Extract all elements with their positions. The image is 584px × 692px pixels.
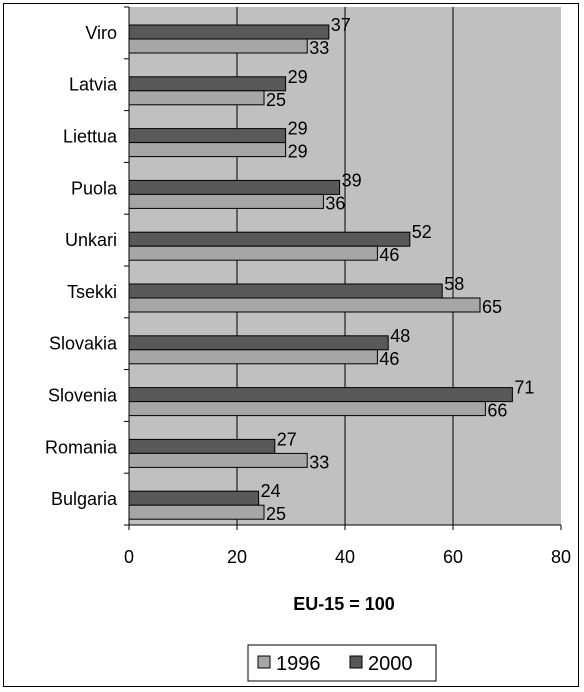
category-label-slovakia: Slovakia [49, 334, 118, 354]
data-label-1996-puola: 36 [325, 193, 345, 213]
category-label-romania: Romania [45, 437, 118, 457]
category-labels: Viro Latvia Liettua Puola Unkari Tsekki Slovak… [45, 23, 118, 509]
category-label-liettua: Liettua [63, 127, 118, 147]
legend-box [247, 644, 437, 682]
bar-1996-bulgaria [128, 504, 265, 520]
bar-2000-romania [128, 438, 276, 454]
data-label-2000-puola: 39 [342, 170, 362, 190]
data-label-2000-romania: 27 [277, 429, 297, 449]
bar-1996-liettua [128, 142, 287, 158]
bar-2000-liettua [128, 128, 287, 144]
data-label-1996-viro: 33 [309, 38, 329, 58]
category-label-bulgaria: Bulgaria [51, 489, 118, 509]
data-label-1996-latvia: 25 [266, 90, 286, 110]
bar-2000-slovakia [128, 335, 389, 351]
x-tick-label-40: 40 [335, 547, 355, 567]
bar-1996-slovakia [128, 349, 378, 365]
data-label-2000-viro: 37 [331, 15, 351, 35]
legend-swatch-1996 [257, 655, 271, 669]
category-label-puola: Puola [71, 178, 118, 198]
bar-1996-latvia [128, 90, 265, 106]
x-tick-label-80: 80 [551, 547, 571, 567]
bar-1996-slovenia [128, 401, 486, 417]
data-label-2000-bulgaria: 24 [261, 481, 281, 501]
x-axis-label: EU-15 = 100 [293, 594, 395, 614]
data-label-2000-slovakia: 48 [390, 326, 410, 346]
bar-2000-tsekki [128, 283, 443, 299]
legend-label-2000: 2000 [368, 653, 413, 675]
data-label-1996-tsekki: 65 [482, 297, 502, 317]
category-label-latvia: Latvia [69, 75, 118, 95]
bar-1996-tsekki [128, 297, 481, 313]
data-label-2000-unkari: 52 [412, 222, 432, 242]
category-label-viro: Viro [85, 23, 117, 43]
data-label-2000-latvia: 29 [288, 67, 308, 87]
category-label-tsekki: Tsekki [67, 282, 117, 302]
data-label-2000-liettua: 29 [288, 119, 308, 139]
data-label-1996-liettua: 29 [288, 142, 308, 162]
data-label-2000-tsekki: 58 [444, 274, 464, 294]
data-label-1996-slovenia: 66 [487, 401, 507, 421]
legend: 1996 2000 [247, 644, 437, 682]
x-tick-label-0: 0 [124, 547, 134, 567]
data-label-1996-unkari: 46 [379, 245, 399, 265]
data-label-1996-bulgaria: 25 [266, 504, 286, 524]
bar-2000-bulgaria [128, 490, 260, 506]
bar-1996-viro [128, 38, 308, 54]
x-tick-label-60: 60 [443, 547, 463, 567]
bar-2000-unkari [128, 231, 411, 247]
bar-2000-slovenia [128, 387, 513, 403]
bar-2000-viro [128, 24, 330, 40]
bar-2000-latvia [128, 76, 287, 92]
legend-swatch-2000 [349, 655, 363, 669]
data-label-2000-slovenia: 71 [514, 378, 534, 398]
data-label-1996-romania: 33 [309, 452, 329, 472]
bar-1996-unkari [128, 245, 378, 261]
x-tick-labels: 0 20 40 60 80 [124, 547, 571, 567]
bar-2000-puola [128, 179, 341, 195]
bar-1996-romania [128, 452, 308, 468]
bar-1996-puola [128, 193, 324, 209]
category-label-slovenia: Slovenia [48, 386, 118, 406]
category-label-unkari: Unkari [65, 230, 117, 250]
legend-label-1996: 1996 [276, 653, 321, 675]
x-tick-label-20: 20 [227, 547, 247, 567]
data-label-1996-slovakia: 46 [379, 349, 399, 369]
axes [124, 6, 562, 530]
bars [128, 24, 513, 520]
